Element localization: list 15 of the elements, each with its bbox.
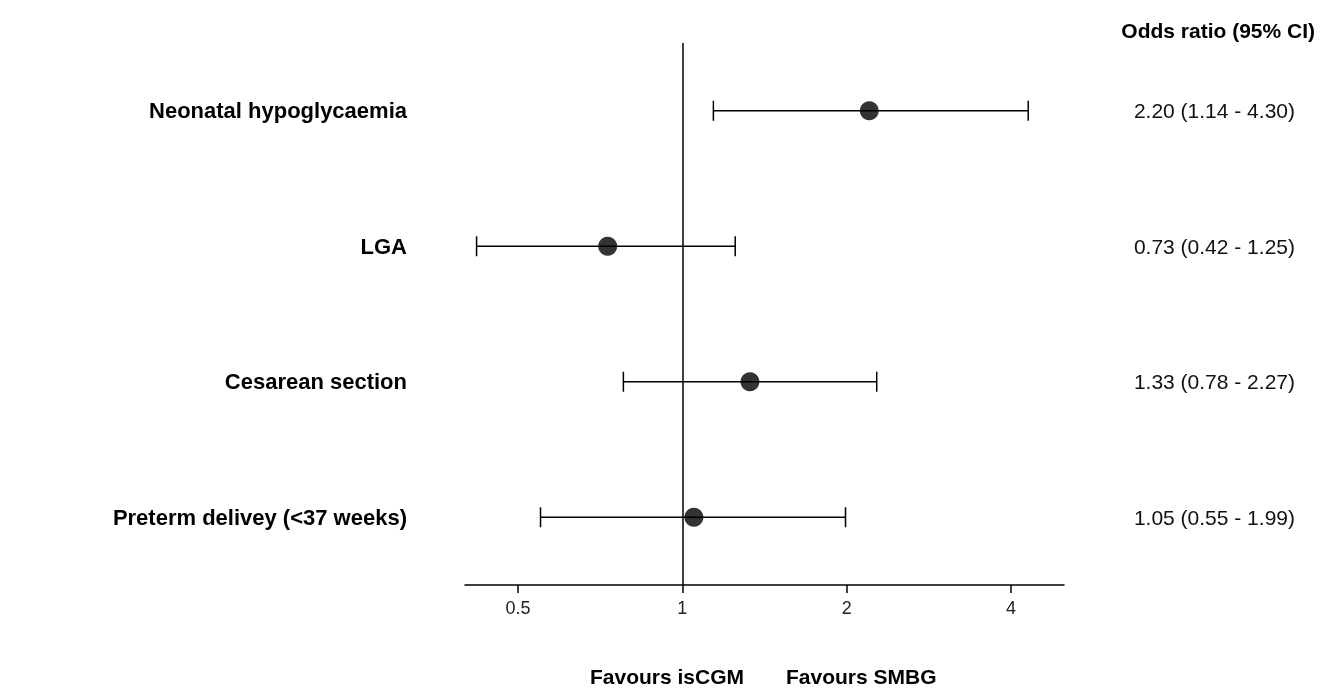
x-tick-label: 4 — [1006, 598, 1017, 618]
data-label: 1.33 (0.78 - 2.27) — [1133, 370, 1295, 394]
text: Favours isCGM — [589, 665, 745, 688]
y-tick-label: Preterm delivey (<37 weeks) — [112, 504, 407, 530]
x-tick-label: 0.5 — [505, 598, 531, 618]
y-tick-label: LGA — [360, 233, 408, 259]
x-tick-label: 1 — [677, 598, 688, 618]
data-label: 2.20 (1.14 - 4.30) — [1133, 99, 1295, 123]
text: Favours SMBG — [786, 665, 937, 688]
y-tick-label: Neonatal hypoglycaemia — [149, 98, 408, 124]
data-label: 0.73 (0.42 - 1.25) — [1133, 234, 1295, 258]
y-tick-label: Cesarean section — [224, 369, 407, 395]
x-tick-label: 2 — [841, 598, 852, 618]
data-label: 1.05 (0.55 - 1.99) — [1133, 505, 1295, 529]
text: Odds ratio (95% CI) — [1121, 19, 1316, 42]
